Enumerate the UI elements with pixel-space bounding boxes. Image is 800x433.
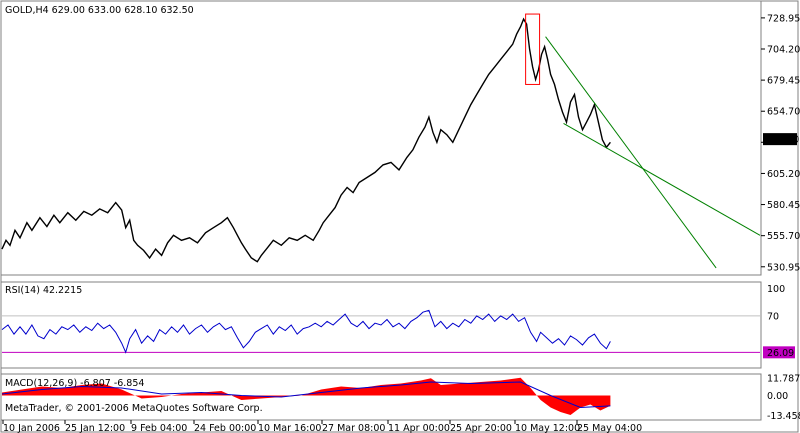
trendline-lower[interactable] <box>563 122 761 236</box>
price-tick-label: 728.95 <box>767 13 800 24</box>
time-tick-label: 10 Jan 2006 <box>3 423 60 433</box>
time-axis: 10 Jan 2006 25 Jan 12:00 9 Feb 04:00 24 Feb… <box>2 420 642 433</box>
time-tick-label: 25 Apr 20:00 <box>450 423 512 433</box>
time-tick-label: 9 Feb 04:00 <box>131 423 187 433</box>
macd-signal-line <box>1 381 611 409</box>
rsi-pane-frame <box>0 281 762 369</box>
rsi-tick-label: 70 <box>767 311 779 322</box>
current-price-label: 632.50 <box>766 135 799 146</box>
copyright-text: MetaTrader, © 2001-2006 MetaQuotes Softw… <box>5 403 263 414</box>
price-tick-label: 605.20 <box>767 169 800 180</box>
time-tick-label: 11 Apr 00:00 <box>388 423 450 433</box>
trendline-upper[interactable] <box>545 36 717 269</box>
price-axis: 728.95 704.20 679.45 654.70 605.20 580.45 555.… <box>761 13 800 273</box>
price-pane-title: GOLD,H4 629.00 633.00 628.10 632.50 <box>5 5 194 16</box>
rsi-axis: 100 70 <box>767 284 785 322</box>
rsi-pane-title: RSI(14) 42.2215 <box>5 285 82 296</box>
time-tick-label: 25 May 04:00 <box>577 423 642 433</box>
rsi-pane[interactable]: 100 70 26.09 RSI(14) 42.2215 <box>1 284 795 359</box>
rsi-current-badge <box>763 346 795 359</box>
bull-pennant-highlight <box>525 13 541 85</box>
price-tick-label: 580.45 <box>767 200 800 211</box>
macd-tick-label: 11.787 <box>767 373 800 384</box>
macd-tick-label: -13.458 <box>767 411 800 422</box>
price-tick-label: 679.45 <box>767 76 800 87</box>
macd-pane-title: MACD(12,26,9) -6.807 -6.854 <box>5 378 144 389</box>
time-tick-label: 27 Mar 08:00 <box>322 423 385 433</box>
price-tick-label: 530.95 <box>767 262 800 273</box>
price-tick-label: 704.20 <box>767 45 800 56</box>
current-price-badge <box>763 133 797 146</box>
price-series <box>1 17 611 263</box>
macd-pane-frame <box>0 373 762 421</box>
macd-axis: 11.787 0.00 -13.458 <box>767 373 800 422</box>
time-tick-label: 10 May 12:00 <box>515 423 580 433</box>
time-tick-label: 24 Feb 00:00 <box>194 423 256 433</box>
time-tick-label: 10 Mar 16:00 <box>258 423 321 433</box>
price-pane[interactable]: 728.95 704.20 679.45 654.70 605.20 580.45 555.… <box>1 5 800 273</box>
rsi-current-label: 26.09 <box>767 348 794 359</box>
macd-histogram <box>2 377 611 415</box>
price-tick-label: 654.70 <box>767 107 800 118</box>
rsi-tick-label: 100 <box>767 284 785 295</box>
price-pane-frame <box>0 0 762 276</box>
price-tick-label: 555.70 <box>767 231 800 242</box>
macd-pane[interactable]: 11.787 0.00 -13.458 MACD(12,26,9) -6.807 -… <box>1 373 800 422</box>
rsi-series <box>1 309 611 354</box>
time-tick-label: 25 Jan 12:00 <box>65 423 125 433</box>
macd-tick-label: 0.00 <box>767 391 788 402</box>
